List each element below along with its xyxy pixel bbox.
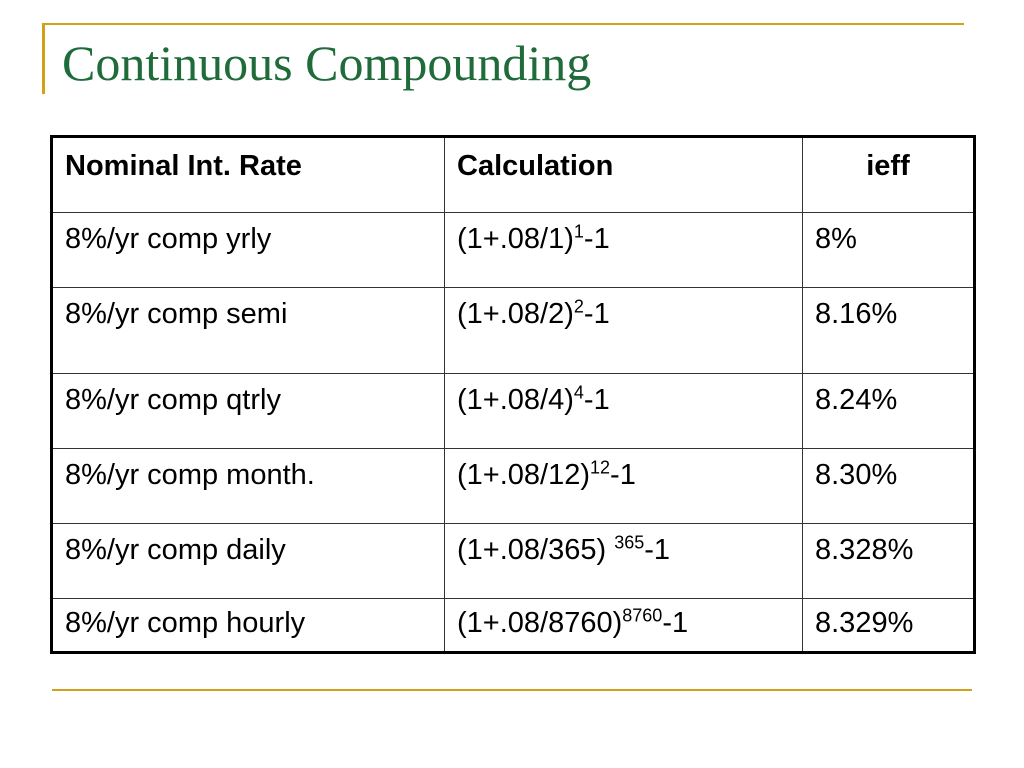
- ieff-cell: 8.30%: [802, 448, 975, 524]
- table-row: 8%/yr comp semi (1+.08/2)2-1 8.16%: [51, 287, 975, 374]
- rate-cell: 8%/yr comp hourly: [51, 598, 445, 653]
- calc-tail: -1: [583, 298, 610, 330]
- calc-exponent: 8760: [622, 605, 663, 626]
- calc-exponent: 4: [573, 382, 584, 403]
- header-nominal-rate: Nominal Int. Rate: [51, 136, 445, 213]
- calc-tail: -1: [583, 384, 610, 416]
- header-calculation: Calculation: [444, 136, 803, 213]
- slide-title: Continuous Compounding: [62, 35, 592, 91]
- calc-base: (1+.08/4): [457, 384, 574, 416]
- rate-cell: 8%/yr comp yrly: [51, 212, 445, 288]
- calc-tail: -1: [662, 607, 689, 639]
- calculation-cell: (1+.08/2)2-1: [444, 287, 803, 374]
- compounding-table: Nominal Int. Rate Calculation ieff 8%/yr…: [50, 135, 976, 654]
- calc-tail: -1: [583, 223, 610, 255]
- calculation-cell: (1+.08/4)4-1: [444, 373, 803, 449]
- calc-exponent: 365: [614, 532, 645, 553]
- top-accent-rule: [42, 23, 964, 25]
- rate-cell: 8%/yr comp qtrly: [51, 373, 445, 449]
- left-accent-rule: [42, 24, 45, 94]
- ieff-cell: 8.329%: [802, 598, 975, 653]
- table-row: 8%/yr comp daily (1+.08/365) 365-1 8.328…: [51, 523, 975, 599]
- calc-base: (1+.08/8760): [457, 607, 623, 639]
- table-row: 8%/yr comp qtrly (1+.08/4)4-1 8.24%: [51, 373, 975, 449]
- table-row: 8%/yr comp yrly (1+.08/1)1-1 8%: [51, 212, 975, 288]
- table-row: 8%/yr comp month. (1+.08/12)12-1 8.30%: [51, 448, 975, 524]
- calc-exponent: 2: [573, 296, 584, 317]
- header-ieff: ieff: [802, 136, 975, 213]
- calculation-cell: (1+.08/8760)8760-1: [444, 598, 803, 653]
- bottom-accent-rule: [52, 689, 972, 691]
- calculation-cell: (1+.08/1)1-1: [444, 212, 803, 288]
- ieff-cell: 8.24%: [802, 373, 975, 449]
- rate-cell: 8%/yr comp daily: [51, 523, 445, 599]
- calculation-cell: (1+.08/365) 365-1: [444, 523, 803, 599]
- ieff-cell: 8.328%: [802, 523, 975, 599]
- ieff-cell: 8.16%: [802, 287, 975, 374]
- rate-cell: 8%/yr comp semi: [51, 287, 445, 374]
- calc-tail: -1: [644, 534, 671, 566]
- calc-tail: -1: [610, 459, 636, 491]
- table-row: 8%/yr comp hourly (1+.08/8760)8760-1 8.3…: [51, 598, 975, 653]
- calc-exponent: 12: [590, 457, 611, 478]
- calc-base: (1+.08/365): [457, 534, 615, 566]
- rate-cell: 8%/yr comp month.: [51, 448, 445, 524]
- table-header-row: Nominal Int. Rate Calculation ieff: [51, 136, 975, 213]
- calculation-cell: (1+.08/12)12-1: [444, 448, 803, 524]
- calc-base: (1+.08/12): [457, 459, 591, 491]
- calc-base: (1+.08/1): [457, 223, 574, 255]
- ieff-cell: 8%: [802, 212, 975, 288]
- calc-base: (1+.08/2): [457, 298, 574, 330]
- calc-exponent: 1: [573, 221, 584, 242]
